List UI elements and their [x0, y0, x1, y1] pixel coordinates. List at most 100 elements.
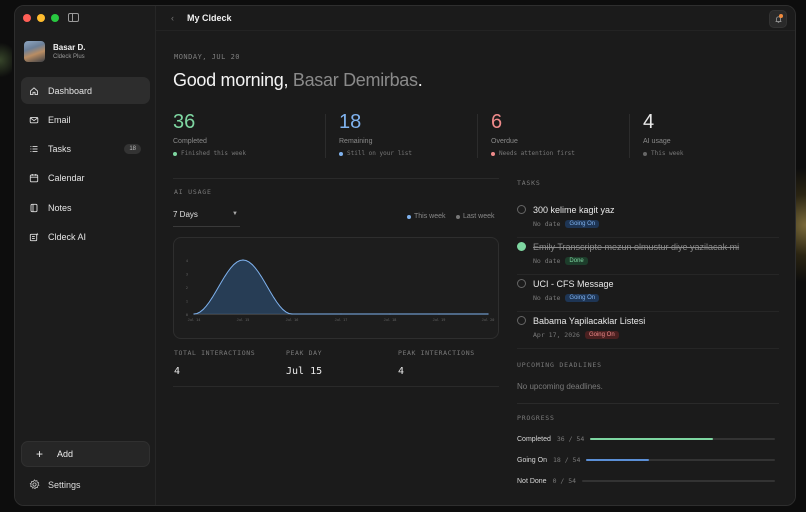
x-tick-label: Jul 20	[482, 318, 495, 322]
notification-dot	[779, 14, 783, 18]
total-interactions-value: 4	[174, 366, 181, 377]
tasks-count-badge: 18	[124, 143, 141, 154]
task-checkbox[interactable]	[517, 242, 526, 251]
divider	[517, 403, 779, 404]
sidebar-item-cldeck-ai[interactable]: Cldeck AI	[21, 223, 150, 250]
x-tick-label: Jul 15	[237, 318, 250, 322]
profile[interactable]: Basar D. Cldeck Plus	[24, 41, 85, 62]
data-point	[340, 313, 342, 315]
y-tick-label: 3	[186, 273, 188, 277]
x-tick-label: Jul 18	[384, 318, 397, 322]
peak-interactions: PEAK INTERACTIONS 4	[398, 349, 475, 377]
status-dot	[643, 151, 647, 156]
sidebar-item-label: Tasks	[48, 144, 72, 155]
task-list: 300 kelime kagit yaz No date Going On Emi…	[517, 201, 779, 349]
x-tick-label: Jul 16	[286, 318, 299, 322]
legend-dot	[456, 214, 460, 219]
status-badge: Done	[565, 257, 588, 265]
zoom-window-button[interactable]	[51, 13, 59, 22]
stats-row: 36 Completed Finished this week 18 Remai…	[173, 112, 783, 162]
status-badge: Going On	[565, 294, 600, 302]
divider	[629, 114, 630, 158]
status-dot	[491, 151, 495, 156]
divider	[173, 178, 499, 179]
greeting-text: Good morning,	[173, 70, 293, 90]
task-item[interactable]: Babama Yapilacaklar Listesi Apr 17, 2026…	[517, 312, 779, 349]
task-checkbox[interactable]	[517, 316, 526, 325]
calendar-icon	[29, 174, 39, 183]
sidebar-item-tasks[interactable]: Tasks 18	[21, 136, 150, 163]
y-tick-label: 1	[186, 300, 188, 304]
stat-label: AI usage	[643, 138, 671, 145]
peak-day-value: Jul 15	[286, 366, 323, 377]
stat-value: 18	[339, 111, 362, 133]
ai-icon	[29, 232, 39, 242]
main-content: ‹ My Cldeck MONDAY, JUL 20 Good morning,…	[156, 6, 795, 505]
status-badge: Going On	[565, 220, 600, 228]
progress-row-completed: Completed 36 / 54	[517, 434, 775, 444]
stat-label: Overdue	[491, 138, 518, 145]
legend-this-week: This week	[407, 213, 446, 220]
greeting-punctuation: .	[417, 70, 423, 90]
y-tick-label: 2	[186, 286, 188, 290]
legend-last-week: Last week	[456, 213, 495, 220]
settings-button[interactable]: Settings	[29, 479, 81, 490]
add-button[interactable]: + Add	[21, 441, 150, 467]
sidebar-toggle-icon[interactable]	[68, 13, 79, 22]
settings-label: Settings	[48, 479, 81, 490]
data-point	[242, 259, 244, 261]
legend-label: Last week	[463, 213, 495, 220]
progress-fill	[586, 459, 650, 461]
ai-usage-chart-svg: 0 1 2 3 4 Jul 14 Jul 15 Jul 16 Jul 17 Jul 18 Jul 1…	[186, 259, 495, 322]
sidebar-item-dashboard[interactable]: Dashboard	[21, 77, 150, 104]
sidebar-item-notes[interactable]: Notes	[21, 194, 150, 221]
divider	[477, 114, 478, 158]
profile-plan: Cldeck Plus	[53, 54, 85, 60]
status-dot	[339, 151, 343, 156]
range-select[interactable]: 7 Days ▼	[173, 206, 240, 227]
back-icon[interactable]: ‹	[171, 13, 174, 23]
x-tick-label: Jul 14	[188, 318, 201, 322]
total-interactions: TOTAL INTERACTIONS 4	[174, 349, 255, 377]
progress-label: Completed	[517, 435, 551, 443]
avatar	[24, 41, 45, 62]
notifications-button[interactable]	[769, 10, 787, 28]
task-checkbox[interactable]	[517, 279, 526, 288]
x-tick-label: Jul 17	[335, 318, 348, 322]
legend-label: This week	[414, 213, 446, 220]
wallpaper-glow	[0, 40, 12, 80]
data-point	[487, 313, 489, 315]
deadlines-empty-text: No upcoming deadlines.	[517, 382, 603, 391]
task-item[interactable]: Emily Transcripte mezun olmustur diye ya…	[517, 238, 779, 275]
ai-usage-heading: AI USAGE	[174, 188, 212, 196]
task-item[interactable]: 300 kelime kagit yaz No date Going On	[517, 201, 779, 238]
top-bar: ‹ My Cldeck	[156, 6, 795, 31]
close-window-button[interactable]	[23, 13, 31, 22]
sidebar-item-label: Notes	[48, 202, 72, 213]
task-checkbox[interactable]	[517, 205, 526, 214]
stat-subtext-label: Still on your list	[347, 150, 413, 157]
progress-row-going-on: Going On 18 / 54	[517, 455, 775, 465]
task-date: Apr 17, 2026	[533, 331, 580, 339]
upcoming-deadlines-heading: UPCOMING DEADLINES	[517, 361, 602, 369]
chevron-down-icon: ▼	[232, 211, 238, 217]
minimize-window-button[interactable]	[37, 13, 45, 22]
stat-subtext: Finished this week	[173, 150, 246, 157]
stat-value: 6	[491, 111, 503, 133]
gear-icon	[29, 479, 40, 490]
progress-track	[582, 480, 775, 482]
stat-label: Completed	[173, 138, 207, 145]
sidebar-item-calendar[interactable]: Calendar	[21, 165, 150, 192]
stat-ai-usage: 4 AI usage This week	[643, 112, 684, 162]
stat-remaining: 18 Remaining Still on your list	[339, 112, 412, 162]
progress-fill	[590, 438, 714, 440]
task-item[interactable]: UCI - CFS Message No date Going On	[517, 275, 779, 312]
page-title: My Cldeck	[187, 13, 232, 23]
progress-count: 0 / 54	[552, 477, 577, 485]
plus-icon: +	[36, 447, 44, 461]
sidebar-item-label: Calendar	[48, 173, 85, 184]
divider	[325, 114, 326, 158]
sidebar-item-email[interactable]: Email	[21, 106, 150, 133]
bell-icon	[775, 16, 782, 23]
window-controls	[23, 13, 79, 22]
